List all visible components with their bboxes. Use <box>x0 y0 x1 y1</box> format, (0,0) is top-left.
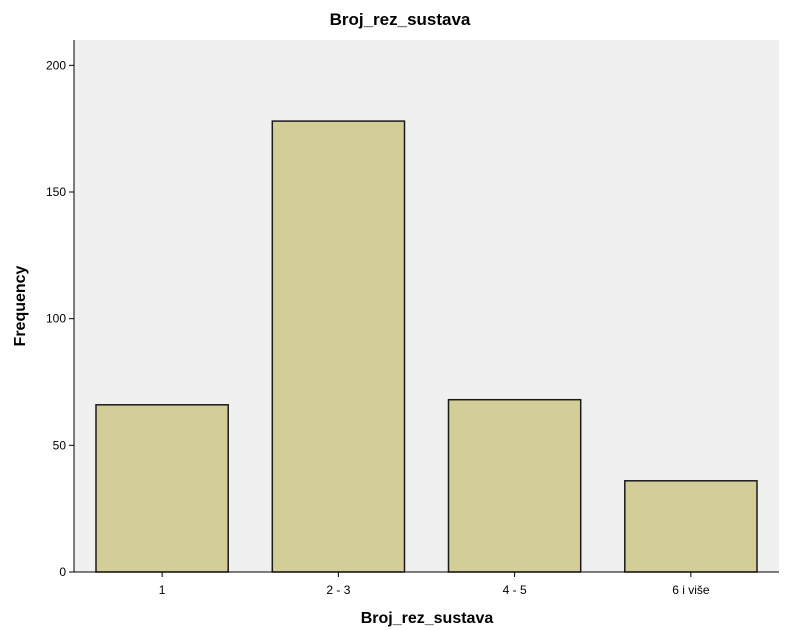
chart-title: Broj_rez_sustava <box>330 10 471 29</box>
y-axis-label: Frequency <box>12 265 29 346</box>
bar-1 <box>271 120 406 573</box>
bar-2 <box>447 398 582 573</box>
x-tick-label-2: 4 - 5 <box>503 583 527 597</box>
y-tick-label-4: 200 <box>46 58 66 72</box>
x-tick-label-1: 2 - 3 <box>326 583 350 597</box>
y-tick-label-2: 100 <box>46 312 66 326</box>
bars-group <box>95 120 758 573</box>
x-tick-label-0: 1 <box>159 583 166 597</box>
bar-0 <box>95 404 229 573</box>
y-tick-label-1: 50 <box>53 438 67 452</box>
y-tick-label-0: 0 <box>59 565 66 579</box>
x-axis-label: Broj_rez_sustava <box>361 610 494 627</box>
axes-group: 1 2 - 3 4 - 5 6 i više 0 50 100 150 200 <box>46 40 779 597</box>
y-tick-label-3: 150 <box>46 185 66 199</box>
x-tick-label-3: 6 i više <box>672 583 710 597</box>
bar-3 <box>624 480 758 573</box>
